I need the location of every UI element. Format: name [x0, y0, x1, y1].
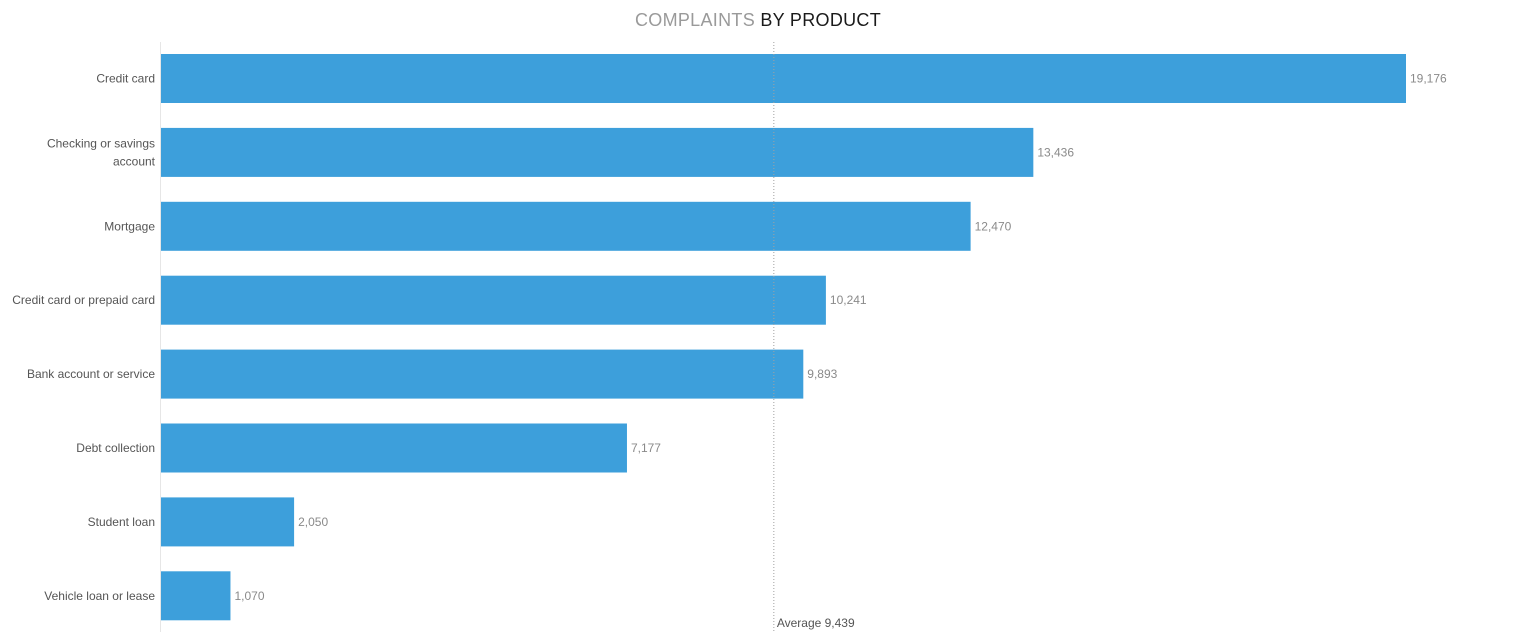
- value-label: 13,436: [1037, 145, 1074, 159]
- bar[interactable]: [161, 497, 295, 547]
- bar[interactable]: [161, 423, 627, 473]
- bar[interactable]: [161, 349, 804, 399]
- category-label: Debt collection: [76, 441, 155, 455]
- value-label: 2,050: [298, 515, 328, 529]
- bar[interactable]: [161, 201, 971, 251]
- chart-title-light: COMPLAINTS: [634, 10, 756, 30]
- category-label: Student loan: [88, 515, 155, 529]
- bar[interactable]: [161, 275, 826, 325]
- bar[interactable]: [161, 571, 231, 621]
- bar[interactable]: [161, 54, 1406, 103]
- bar[interactable]: [161, 127, 1034, 177]
- category-label: account: [113, 154, 156, 168]
- value-label: 9,893: [807, 367, 837, 381]
- category-label: Checking or savings: [47, 136, 155, 150]
- value-label: 7,177: [631, 441, 661, 455]
- average-label: Average 9,439: [777, 616, 855, 630]
- value-label: 1,070: [234, 589, 264, 603]
- category-label: Vehicle loan or lease: [44, 589, 155, 603]
- category-label: Credit card or prepaid card: [12, 293, 155, 307]
- average-label-name: Average: [777, 616, 825, 630]
- chart-title: COMPLAINTS BY PRODUCT: [0, 9, 1516, 31]
- category-label: Mortgage: [104, 219, 155, 233]
- value-label: 10,241: [830, 293, 867, 307]
- category-label: Credit card: [96, 72, 155, 86]
- category-label: Bank account or service: [27, 367, 155, 381]
- value-label: 12,470: [975, 219, 1012, 233]
- chart-title-bold: BY PRODUCT: [760, 10, 882, 30]
- value-label: 19,176: [1410, 72, 1447, 86]
- average-label-value: 9,439: [825, 616, 855, 630]
